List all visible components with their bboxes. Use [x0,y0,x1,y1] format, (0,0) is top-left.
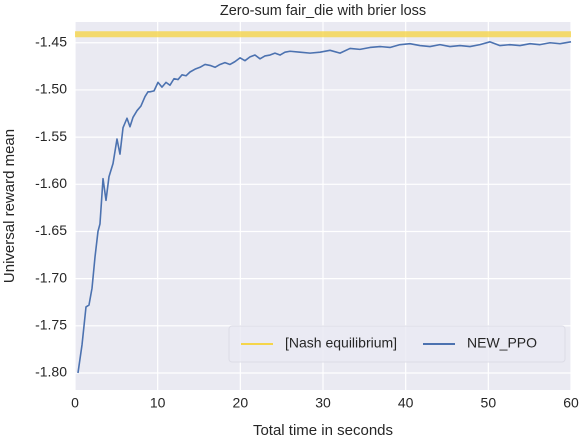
y-tick-label: -1.55 [35,128,67,144]
y-tick-label: -1.70 [35,269,67,285]
labels: -1.80 -1.75 -1.70 -1.65 -1.60 -1.55 -1.50 -1.45… [35,33,579,410]
x-tick-label: 30 [315,395,331,411]
y-tick-label: -1.65 [35,222,67,238]
legend-box [228,325,566,363]
x-tick-label: 0 [71,395,79,411]
x-tick-label: 10 [150,395,166,411]
y-axis-label: Universal reward mean [1,129,18,283]
legend: [Nash equilibrium] NEW_PPO [228,325,566,363]
y-tick-label: -1.75 [35,317,67,333]
legend-label: [Nash equilibrium] [285,335,397,351]
series-line [77,41,572,374]
marks [75,31,572,374]
x-tick-label: 60 [563,395,579,411]
x-tick-label: 40 [398,395,414,411]
legend-label: NEW_PPO [467,335,537,351]
x-tick-label: 50 [481,395,497,411]
y-tick-label: -1.60 [35,175,67,191]
y-tick-label: -1.80 [35,364,67,380]
y-tick-label: -1.45 [35,33,67,49]
x-tick-label: 20 [233,395,249,411]
y-tick-label: -1.50 [35,81,67,97]
x-axis-label: Total time in seconds [253,422,393,439]
chart-title: Zero-sum fair_die with brier loss [220,3,426,19]
